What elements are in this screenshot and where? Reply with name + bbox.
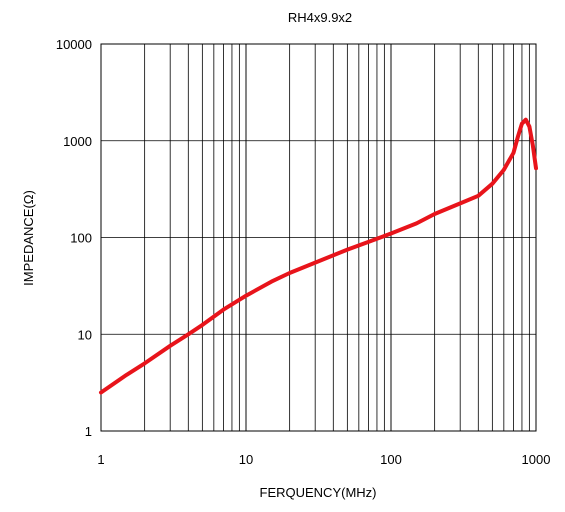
x-tick-label: 1 [97,452,104,467]
plot-frame [100,43,537,432]
x-tick-label: 100 [380,452,402,467]
chart-title: RH4x9.9x2 [288,10,352,25]
x-axis-label: FERQUENCY(MHz) [260,485,377,500]
impedance-curve [99,117,538,395]
y-tick-labels: 1 10 100 1000 10000 [56,37,92,439]
y-tick-label: 100 [70,231,92,246]
x-tick-label: 1000 [522,452,551,467]
y-axis-label: IMPEDANCE(Ω) [21,190,36,286]
y-tick-label: 1000 [63,134,92,149]
x-tick-label: 10 [239,452,253,467]
grid-lines [100,43,537,432]
x-tick-labels: 1 10 100 1000 [97,452,550,467]
y-tick-label: 10 [78,327,92,342]
y-tick-label: 10000 [56,37,92,52]
y-tick-label: 1 [85,424,92,439]
